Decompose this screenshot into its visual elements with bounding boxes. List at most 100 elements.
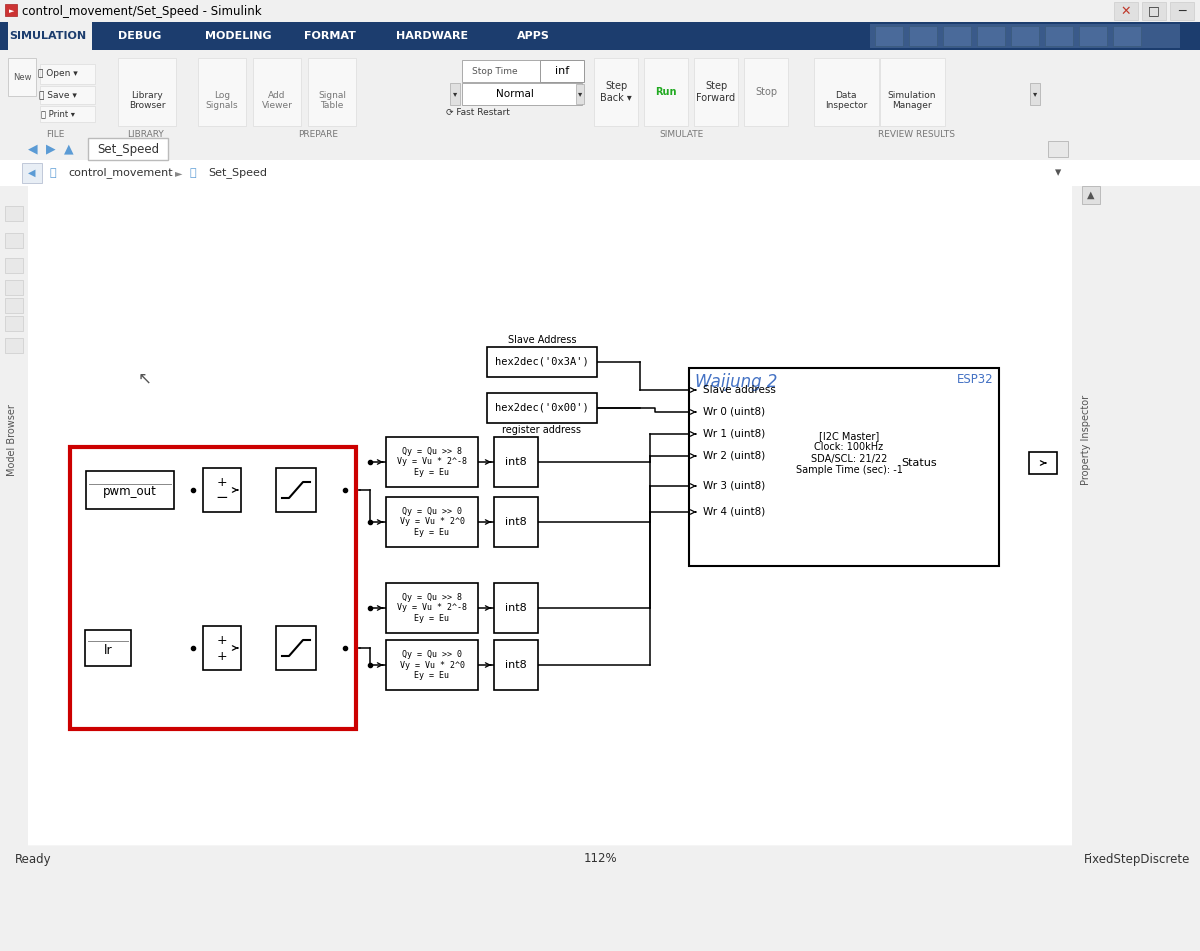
Text: int8: int8 xyxy=(505,457,527,467)
Text: □: □ xyxy=(1148,5,1160,17)
Bar xyxy=(0,22,1200,50)
Bar xyxy=(276,626,316,670)
Text: ▾: ▾ xyxy=(452,89,457,99)
Bar xyxy=(40,64,95,84)
Bar xyxy=(487,347,598,377)
Text: 🖨 Print ▾: 🖨 Print ▾ xyxy=(41,109,74,119)
Text: Library
Browser: Library Browser xyxy=(128,90,166,110)
Text: int8: int8 xyxy=(505,660,527,670)
Text: FORMAT: FORMAT xyxy=(304,31,356,41)
Text: Signal
Table: Signal Table xyxy=(318,90,346,110)
Bar xyxy=(494,640,538,690)
Bar xyxy=(1142,2,1166,20)
Text: int8: int8 xyxy=(505,603,527,613)
Bar xyxy=(1079,26,1108,46)
Bar xyxy=(22,163,42,183)
Bar xyxy=(5,206,23,221)
Text: +: + xyxy=(217,476,227,490)
Text: ESP32: ESP32 xyxy=(956,373,994,386)
Text: Wr 2 (uint8): Wr 2 (uint8) xyxy=(703,451,766,461)
Bar xyxy=(875,26,904,46)
Bar xyxy=(814,58,878,126)
Text: New: New xyxy=(13,72,31,82)
Text: +: + xyxy=(217,650,227,663)
Text: pwm_out: pwm_out xyxy=(103,486,157,498)
Text: Set_Speed: Set_Speed xyxy=(208,167,266,179)
Text: SIMULATE: SIMULATE xyxy=(660,130,704,139)
Text: ⟳ Fast Restart: ⟳ Fast Restart xyxy=(446,108,510,117)
Bar xyxy=(253,58,301,126)
Bar xyxy=(977,26,1006,46)
Bar xyxy=(198,58,246,126)
Text: Status: Status xyxy=(901,458,937,468)
Bar xyxy=(5,316,23,331)
Text: APPS: APPS xyxy=(516,31,550,41)
Text: lr: lr xyxy=(103,644,113,656)
Text: FILE: FILE xyxy=(46,130,64,139)
Text: ─: ─ xyxy=(1178,5,1186,17)
Text: ▾: ▾ xyxy=(1055,166,1061,180)
Text: FixedStepDiscrete: FixedStepDiscrete xyxy=(1084,852,1190,865)
Text: REVIEW RESULTS: REVIEW RESULTS xyxy=(878,130,955,139)
Text: PREPARE: PREPARE xyxy=(298,130,338,139)
Bar xyxy=(462,60,582,82)
Bar xyxy=(386,583,478,633)
Bar xyxy=(203,626,241,670)
Text: Normal: Normal xyxy=(496,89,534,99)
Bar xyxy=(644,58,688,126)
Text: 💾 Save ▾: 💾 Save ▾ xyxy=(40,90,77,100)
Bar xyxy=(1170,2,1194,20)
Text: ►: ► xyxy=(10,8,14,14)
Text: Qy = Qu >> 8
Vy = Vu * 2^-8
Ey = Eu: Qy = Qu >> 8 Vy = Vu * 2^-8 Ey = Eu xyxy=(397,447,467,476)
Bar xyxy=(1072,186,1200,846)
Text: −: − xyxy=(216,491,228,506)
Text: Qy = Qu >> 0
Vy = Vu * 2^0
Ey = Eu: Qy = Qu >> 0 Vy = Vu * 2^0 Ey = Eu xyxy=(400,507,464,537)
Text: Wr 3 (uint8): Wr 3 (uint8) xyxy=(703,481,766,491)
Bar xyxy=(1030,452,1057,474)
Text: Slave address: Slave address xyxy=(703,385,776,395)
Bar xyxy=(1114,26,1141,46)
Text: ✕: ✕ xyxy=(1121,5,1132,17)
Text: ▲: ▲ xyxy=(64,143,74,156)
Bar xyxy=(8,22,92,50)
Bar xyxy=(70,447,356,729)
Bar xyxy=(5,280,23,295)
Text: Wr 0 (uint8): Wr 0 (uint8) xyxy=(703,407,766,417)
Bar xyxy=(5,298,23,313)
Bar xyxy=(540,60,584,82)
Bar xyxy=(494,437,538,487)
Text: Wr 4 (uint8): Wr 4 (uint8) xyxy=(703,507,766,517)
Text: ↖: ↖ xyxy=(138,369,152,387)
Bar xyxy=(308,58,356,126)
Bar xyxy=(487,393,598,423)
Text: HARDWARE: HARDWARE xyxy=(396,31,468,41)
Bar xyxy=(744,58,788,126)
Bar xyxy=(494,583,538,633)
Text: [I2C Master]
Clock: 100kHz
SDA/SCL: 21/22
Sample Time (sec): -1: [I2C Master] Clock: 100kHz SDA/SCL: 21/2… xyxy=(796,431,902,476)
Bar xyxy=(85,630,131,666)
Bar xyxy=(86,471,174,509)
Text: ▲: ▲ xyxy=(1087,190,1094,200)
Bar xyxy=(1048,141,1068,157)
Bar xyxy=(462,83,582,105)
Text: Stop Time: Stop Time xyxy=(472,67,517,75)
Text: Qy = Qu >> 0
Vy = Vu * 2^0
Ey = Eu: Qy = Qu >> 0 Vy = Vu * 2^0 Ey = Eu xyxy=(400,650,464,680)
Bar xyxy=(5,338,23,353)
Text: Qy = Qu >> 8
Vy = Vu * 2^-8
Ey = Eu: Qy = Qu >> 8 Vy = Vu * 2^-8 Ey = Eu xyxy=(397,593,467,623)
Bar xyxy=(880,58,946,126)
Bar xyxy=(386,497,478,547)
Bar xyxy=(0,50,1200,138)
Bar xyxy=(88,138,168,160)
Text: Ready: Ready xyxy=(14,852,52,865)
Bar xyxy=(386,437,478,487)
Text: ◀: ◀ xyxy=(29,168,36,178)
Text: DEBUG: DEBUG xyxy=(119,31,162,41)
Text: Log
Signals: Log Signals xyxy=(205,90,239,110)
Bar xyxy=(576,84,584,104)
Bar xyxy=(689,368,998,566)
Bar xyxy=(8,58,36,96)
Text: Step
Back ▾: Step Back ▾ xyxy=(600,81,632,103)
Bar xyxy=(0,846,1200,872)
Text: Set_Speed: Set_Speed xyxy=(97,143,160,156)
Text: Wr 1 (uint8): Wr 1 (uint8) xyxy=(703,429,766,439)
